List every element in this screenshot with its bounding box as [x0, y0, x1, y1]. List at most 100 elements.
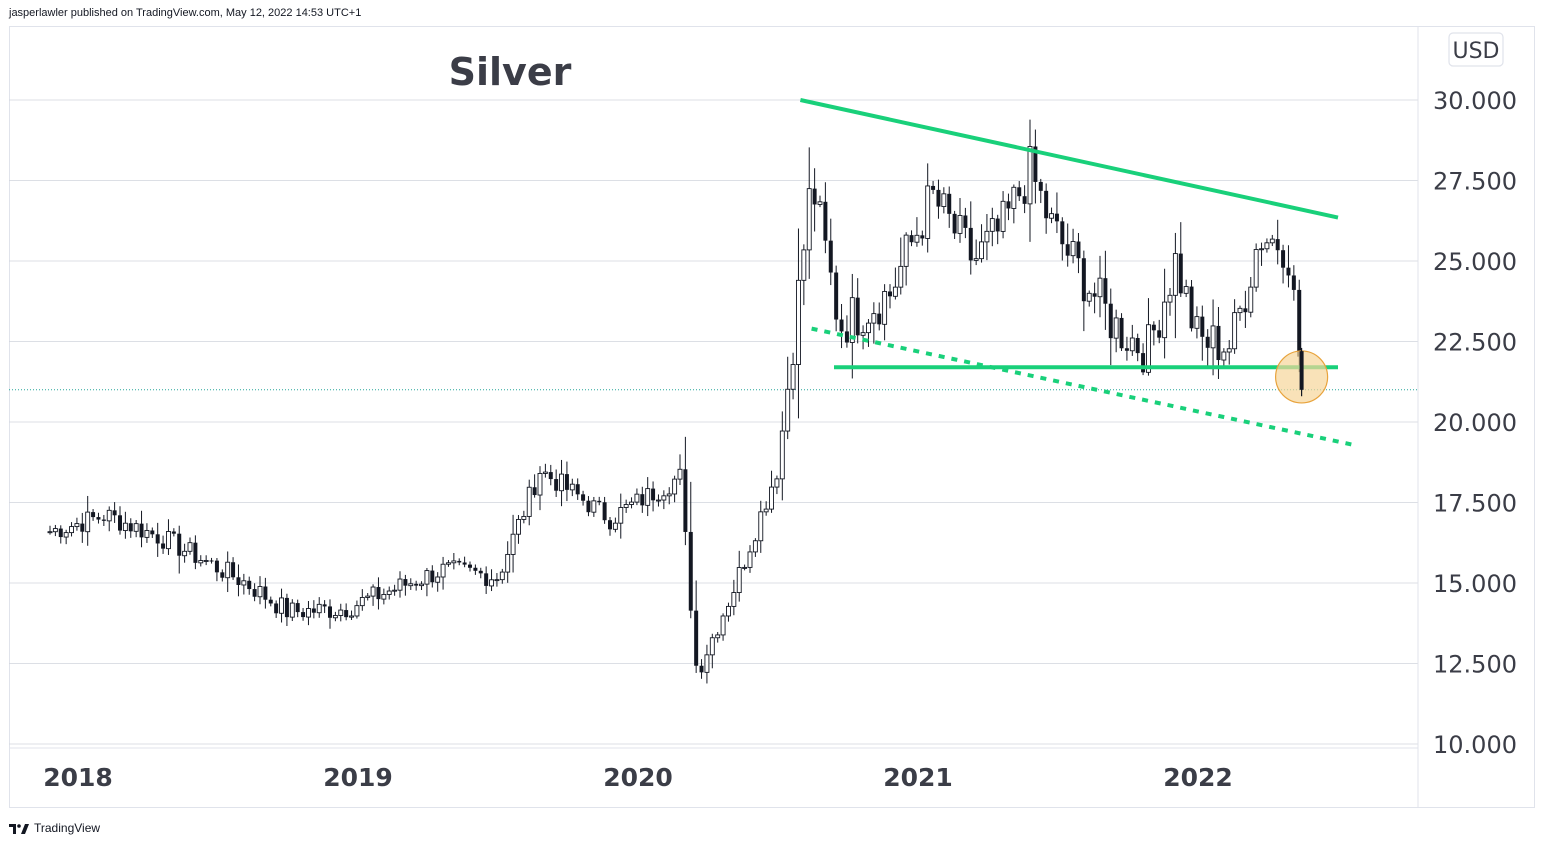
candle [139, 510, 144, 548]
candle [963, 207, 968, 239]
candle-body-up [715, 634, 721, 639]
candle-body-down [155, 534, 160, 544]
drawing-annotations [799, 98, 1353, 447]
candle-body-down [1135, 338, 1140, 354]
candle-body-up [332, 615, 338, 619]
candle-body-up [758, 511, 764, 542]
candle-body-up [747, 551, 753, 568]
candle-body-up [866, 322, 871, 334]
candle-body-up [612, 522, 618, 530]
candle [672, 475, 678, 503]
price-tick-label: 10.000 [1433, 731, 1517, 759]
candle [489, 569, 494, 592]
candle [526, 479, 532, 526]
candle [468, 561, 472, 572]
candle-body-down [177, 533, 182, 556]
candle [645, 477, 651, 517]
candle-body-up [677, 468, 683, 480]
candle [177, 525, 182, 574]
candle [1129, 324, 1135, 356]
candle-body-up [1113, 317, 1119, 339]
candle [909, 230, 914, 247]
time-tick-label: 2018 [43, 763, 113, 792]
candle [166, 519, 171, 555]
candle-body-down [58, 528, 63, 538]
candle-body-down [1022, 196, 1027, 204]
candle [338, 603, 344, 622]
candle [386, 586, 392, 600]
candle [726, 602, 731, 622]
candle [877, 302, 882, 331]
candle [694, 580, 699, 673]
candle-body-down [602, 502, 607, 521]
candle [806, 147, 812, 279]
candle-body-up [1167, 294, 1173, 303]
candle-body-up [63, 532, 69, 538]
candle [187, 537, 193, 555]
candle [661, 490, 667, 510]
candle [608, 516, 612, 536]
candle [1022, 185, 1027, 214]
candle [715, 631, 721, 643]
price-tick-label: 22.500 [1433, 329, 1517, 357]
last-candle-body [1299, 351, 1304, 390]
candle-body-up [1210, 325, 1216, 349]
candle [1038, 178, 1043, 204]
candle [623, 499, 629, 513]
candle-body-up [720, 615, 726, 636]
candle [1291, 265, 1296, 301]
chart-title: Silver [449, 50, 572, 94]
candle [182, 543, 188, 563]
candle-body-down [1205, 336, 1210, 348]
candle [446, 560, 451, 567]
candle-body-down [1108, 303, 1113, 339]
candle [898, 237, 904, 295]
candle-body-up [1253, 249, 1259, 288]
candle-body-down [1141, 353, 1146, 373]
candle [118, 506, 122, 535]
candle [860, 325, 866, 350]
candle [989, 207, 995, 247]
candle-body-up [1070, 241, 1076, 257]
candle-body-up [257, 586, 263, 598]
candle [306, 600, 311, 626]
candle [839, 303, 844, 349]
candle [995, 214, 1000, 245]
candle-body-down [252, 589, 257, 597]
candle-body-down [1297, 289, 1302, 357]
candle-body-up [516, 518, 521, 535]
candle [559, 459, 564, 507]
candle-body-up [1269, 238, 1275, 244]
candle-body-up [1146, 324, 1151, 373]
candle-body-down [284, 597, 289, 618]
candle-body-down [1044, 190, 1049, 219]
candle-body-down [1151, 324, 1156, 331]
candle [1183, 279, 1189, 298]
candle [586, 496, 591, 517]
candle-body-up [106, 509, 112, 522]
candle-body-up [354, 605, 360, 617]
candle [892, 267, 898, 300]
candle-body-up [898, 265, 904, 288]
candle-body-up [440, 563, 446, 578]
candle-body-up [386, 590, 392, 595]
candle-body-up [1027, 146, 1033, 205]
candle [344, 603, 349, 621]
candle [381, 588, 387, 605]
candle [1070, 228, 1076, 264]
candle [855, 278, 860, 344]
candle-body-down [1060, 221, 1065, 245]
candle [1108, 288, 1113, 366]
currency-label[interactable]: USD [1452, 39, 1499, 64]
candle-body-down [1017, 187, 1022, 197]
candle [742, 564, 748, 571]
candle-body-down [1081, 258, 1086, 302]
candle [1264, 238, 1270, 253]
candle-body-up [499, 571, 505, 581]
candle [882, 284, 888, 341]
candle [763, 501, 769, 516]
candle [1049, 207, 1054, 224]
currency-badge[interactable] [1448, 32, 1504, 67]
candle-body-up [1000, 200, 1006, 232]
